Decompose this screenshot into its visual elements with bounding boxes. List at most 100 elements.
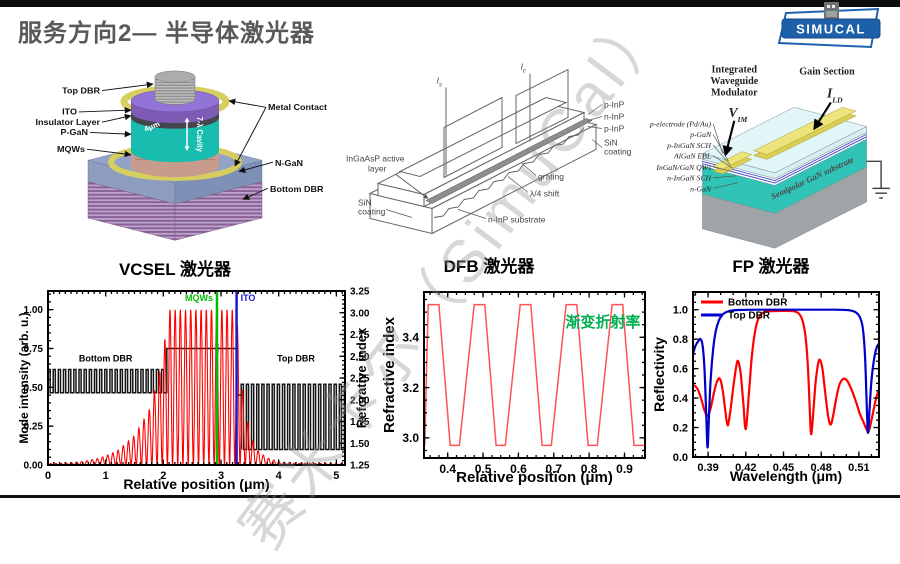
fp-label-vim: VIM: [729, 105, 749, 124]
svg-text:3: 3: [218, 470, 224, 482]
svg-text:5: 5: [333, 470, 339, 482]
svg-text:0: 0: [45, 470, 51, 482]
svg-text:MQWs: MQWs: [185, 293, 213, 303]
dfb-label-current-c: Ic: [521, 62, 526, 75]
dfb-panel: Is Ic InGaAsP active layer p-InP n-InP p…: [338, 55, 640, 277]
svg-text:0.2: 0.2: [673, 422, 688, 434]
dfb-label-sin-right: SiN: [604, 138, 618, 148]
svg-text:3.25: 3.25: [350, 287, 370, 298]
svg-text:0.39: 0.39: [697, 462, 718, 474]
fp-ridges: [712, 106, 857, 175]
svg-text:layer: layer: [368, 164, 387, 174]
vcsel-structure-diagram: 7-λ Cavity 4μm Top DBR Metal Contact ITO…: [36, 70, 327, 241]
svg-text:Modulator: Modulator: [711, 88, 758, 99]
svg-text:0.9: 0.9: [616, 462, 633, 476]
svg-text:0.42: 0.42: [735, 462, 756, 474]
fp-label-ild: ILD: [826, 86, 843, 105]
svg-text:3.4: 3.4: [402, 330, 419, 344]
dfb-label-p-inp-bottom: p-InP: [604, 124, 625, 134]
fp-panel: Integrated Waveguide Modulator VIM Gain …: [645, 57, 897, 277]
dfb-grating-zigzag: [433, 127, 585, 218]
vcsel-label-mqws: MQWs: [57, 144, 85, 154]
svg-text:0.4: 0.4: [439, 462, 456, 476]
svg-text:coating: coating: [358, 207, 386, 217]
bottom-border-line: [0, 495, 900, 498]
fp-structure-diagram: Integrated Waveguide Modulator VIM Gain …: [649, 64, 890, 249]
chip-icon: [824, 2, 839, 19]
svg-text:0.5: 0.5: [475, 462, 492, 476]
vcsel-label-metal-contact: Metal Contact: [268, 102, 327, 112]
svg-text:渐变折射率: 渐变折射率: [565, 313, 640, 331]
svg-text:0.45: 0.45: [773, 462, 794, 474]
fp-label-layer-1: p-GaN: [689, 130, 712, 139]
vcsel-caption: VCSEL 激光器: [118, 260, 232, 279]
svg-text:Relative position (μm): Relative position (μm): [123, 476, 269, 492]
vcsel-label-p-gan: P-GaN: [60, 128, 88, 138]
svg-text:Bottom DBR: Bottom DBR: [728, 298, 788, 309]
svg-text:2.50: 2.50: [350, 352, 370, 363]
svg-text:Wavelength (μm): Wavelength (μm): [730, 468, 842, 484]
graded-index-chart: 渐变折射率 0.4 0.5 0.6 0.7 0.8 0.9 3.0 3.2 3.4 Relative…: [381, 291, 646, 486]
fp-label-layer-6: n-GaN: [690, 184, 712, 193]
svg-text:3.2: 3.2: [402, 381, 419, 395]
dfb-label-quarter-shift: λ/4 shift: [530, 189, 560, 199]
svg-text:1: 1: [103, 470, 109, 482]
svg-text:1.0: 1.0: [673, 305, 688, 317]
vcsel-labels: Top DBR Metal Contact ITO Insulator Laye…: [36, 81, 327, 200]
svg-text:Reflectivity: Reflectivity: [651, 337, 667, 412]
fp-slab: [701, 106, 868, 249]
dfb-labels: Is Ic InGaAsP active layer p-InP n-InP p…: [346, 62, 632, 225]
svg-text:ITO: ITO: [241, 293, 256, 303]
vcsel-mesa: [120, 70, 230, 178]
svg-text:7-λ Cavity: 7-λ Cavity: [195, 117, 204, 153]
graded-index-chart-container: 渐变折射率 0.4 0.5 0.6 0.7 0.8 0.9 3.0 3.2 3.4 Relative…: [378, 282, 658, 506]
dfb-line-art: [368, 68, 598, 235]
fp-label-layer-0: p-electrode (Pd/Au): [649, 120, 712, 129]
svg-text:2.75: 2.75: [350, 330, 370, 341]
fp-ground-symbol: [866, 160, 890, 199]
vcsel-mode-chart-container: MQWs ITO Bottom DBR Top DBR 0 1 2 3 4 5 0.00 0.25 0.…: [12, 282, 412, 506]
svg-text:2.25: 2.25: [350, 374, 370, 385]
svg-text:0.50: 0.50: [24, 383, 44, 394]
svg-text:3.0: 3.0: [402, 431, 419, 445]
svg-text:0.0: 0.0: [673, 452, 688, 464]
svg-text:1.75: 1.75: [350, 417, 370, 428]
dbr-reflectivity-chart: Bottom DBR Top DBR 0.39 0.42 0.45 0.48 0.51 0.0…: [651, 291, 880, 484]
vcsel-label-insulator: Insulator Layer: [36, 117, 101, 127]
vcsel-panel: 7-λ Cavity 4μm Top DBR Metal Contact ITO…: [5, 58, 345, 280]
logo-text: SIMUCAL: [796, 22, 866, 37]
fp-label-layer-5: n-InGaN SCH: [667, 174, 711, 183]
svg-text:0.8: 0.8: [581, 462, 598, 476]
svg-text:Mode intensity (arb. u.): Mode intensity (arb. u.): [17, 312, 31, 443]
svg-text:3.00: 3.00: [350, 308, 370, 319]
svg-text:0.4: 0.4: [673, 393, 689, 405]
fp-caption: FP 激光器: [732, 257, 810, 276]
svg-text:Top DBR: Top DBR: [728, 311, 771, 322]
svg-text:0.6: 0.6: [673, 363, 688, 375]
top-border-bar: [0, 0, 900, 7]
dfb-label-n-inp: n-InP: [604, 112, 625, 122]
dfb-label-current-s: Is: [437, 76, 442, 89]
svg-text:Top DBR: Top DBR: [277, 354, 315, 364]
vcsel-label-top-dbr: Top DBR: [62, 86, 101, 96]
dfb-label-grating: grating: [538, 172, 564, 182]
svg-text:0.51: 0.51: [848, 462, 869, 474]
svg-text:0.25: 0.25: [24, 422, 44, 433]
svg-text:0.7: 0.7: [545, 462, 562, 476]
fp-label-modulator: Integrated: [712, 64, 758, 75]
fp-label-layer-3: AlGaN EBL: [673, 151, 711, 160]
svg-text:4: 4: [276, 470, 283, 482]
svg-text:Waveguide: Waveguide: [710, 76, 758, 87]
svg-text:Bottom DBR: Bottom DBR: [79, 354, 133, 364]
svg-text:1.50: 1.50: [350, 439, 370, 450]
svg-text:1.25: 1.25: [350, 461, 370, 472]
simucal-logo: SIMUCAL: [770, 2, 892, 54]
vcsel-label-ito: ITO: [62, 107, 77, 117]
page-title: 服务方向2— 半导体激光器: [18, 20, 316, 47]
fp-label-gain-section: Gain Section: [799, 66, 855, 77]
svg-text:2: 2: [160, 470, 166, 482]
dfb-label-p-inp-top: p-InP: [604, 100, 625, 110]
svg-text:0.00: 0.00: [24, 461, 44, 472]
dfb-label-sin-left: SiN: [358, 198, 372, 208]
reflectivity-chart-container: Bottom DBR Top DBR 0.39 0.42 0.45 0.48 0.51 0.0…: [650, 282, 896, 506]
